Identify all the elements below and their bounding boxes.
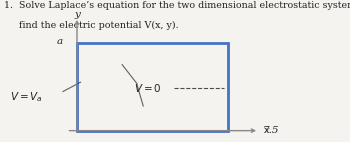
- Bar: [77, 43, 228, 131]
- Text: $V = 0$: $V = 0$: [134, 82, 162, 94]
- Text: find the electric potential V(x, y).: find the electric potential V(x, y).: [4, 21, 178, 30]
- Text: 7.5: 7.5: [262, 126, 279, 135]
- Text: y: y: [74, 10, 80, 19]
- Text: 1.  Solve Laplace’s equation for the two dimensional electrostatic system of the: 1. Solve Laplace’s equation for the two …: [4, 1, 350, 10]
- Text: $V = V_a$: $V = V_a$: [10, 90, 43, 104]
- Text: x: x: [264, 126, 270, 135]
- Text: a: a: [57, 37, 63, 46]
